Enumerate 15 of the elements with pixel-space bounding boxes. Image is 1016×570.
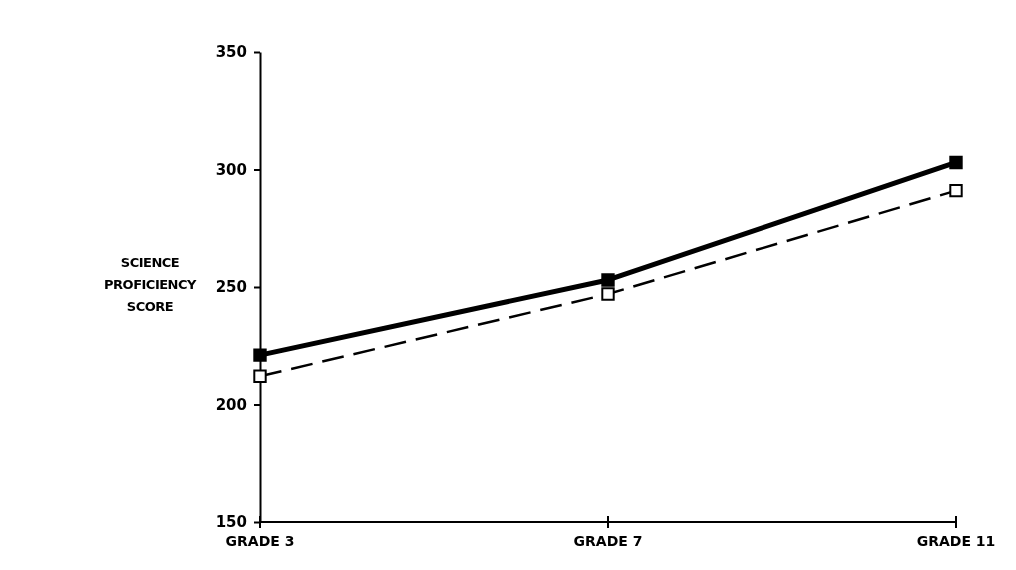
y-tick-label: 350 bbox=[215, 43, 247, 62]
y-tick-label: 200 bbox=[215, 395, 247, 414]
y-tick-label: 250 bbox=[215, 278, 247, 297]
x-tick-label: GRADE 7 bbox=[573, 533, 643, 550]
x-tick-label: GRADE 11 bbox=[916, 533, 996, 550]
point bbox=[253, 348, 267, 362]
point bbox=[601, 273, 615, 287]
point bbox=[949, 155, 963, 170]
point bbox=[601, 287, 615, 301]
y-tick-label: 300 bbox=[215, 160, 247, 179]
point bbox=[949, 183, 963, 198]
x-tick-label: GRADE 3 bbox=[225, 533, 295, 550]
y-axis-title: SCIENCE PROFICIENCY SCORE bbox=[104, 255, 198, 314]
y-tick-label: 150 bbox=[215, 513, 247, 532]
point bbox=[253, 369, 267, 383]
